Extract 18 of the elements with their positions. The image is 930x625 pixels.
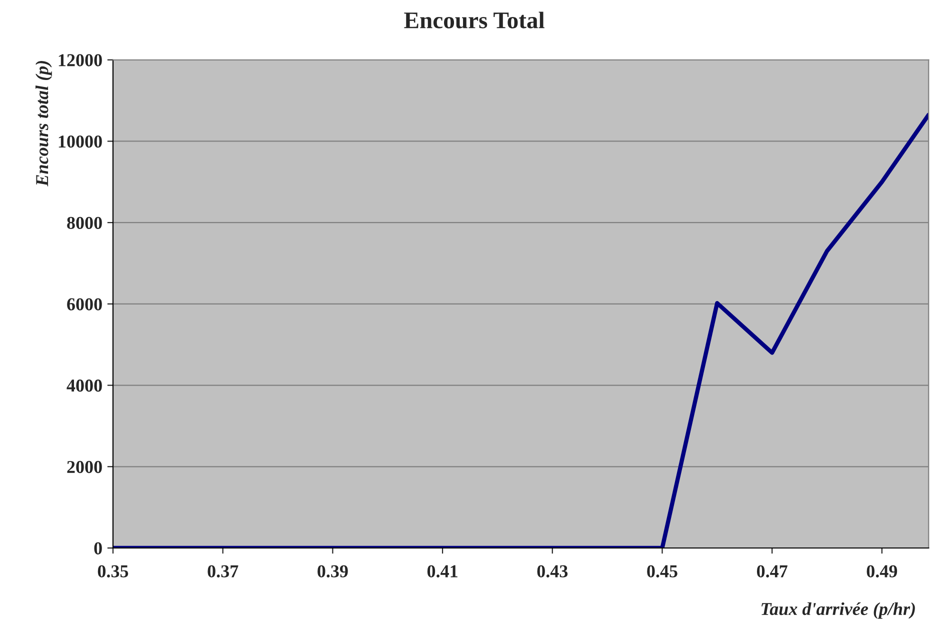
y-tick-label: 6000: [67, 298, 102, 310]
x-tick-label: 0.43: [537, 565, 568, 578]
x-tick-label: 0.45: [647, 565, 678, 578]
x-tick-label: 0.49: [866, 565, 898, 578]
x-tick-label: 0.47: [756, 565, 788, 578]
chart-title: Encours Total: [404, 12, 544, 28]
x-tick-label: 0.37: [208, 565, 238, 578]
x-tick-label: 0.39: [318, 565, 348, 578]
x-axis-title: Taux d'arrivée (p/hr): [762, 602, 915, 619]
y-tick-label: 2000: [67, 460, 102, 474]
y-tick-label: 10000: [58, 135, 102, 148]
y-axis-title: Encours total (p): [36, 61, 52, 186]
y-tick-label: 4000: [66, 380, 102, 392]
y-tick-label: 0: [94, 542, 102, 554]
y-tick-label: 12000: [58, 54, 102, 66]
y-tick-label: 8000: [67, 216, 102, 230]
x-tick-label: 0.41: [427, 565, 458, 578]
x-tick-label: 0.35: [98, 565, 128, 578]
